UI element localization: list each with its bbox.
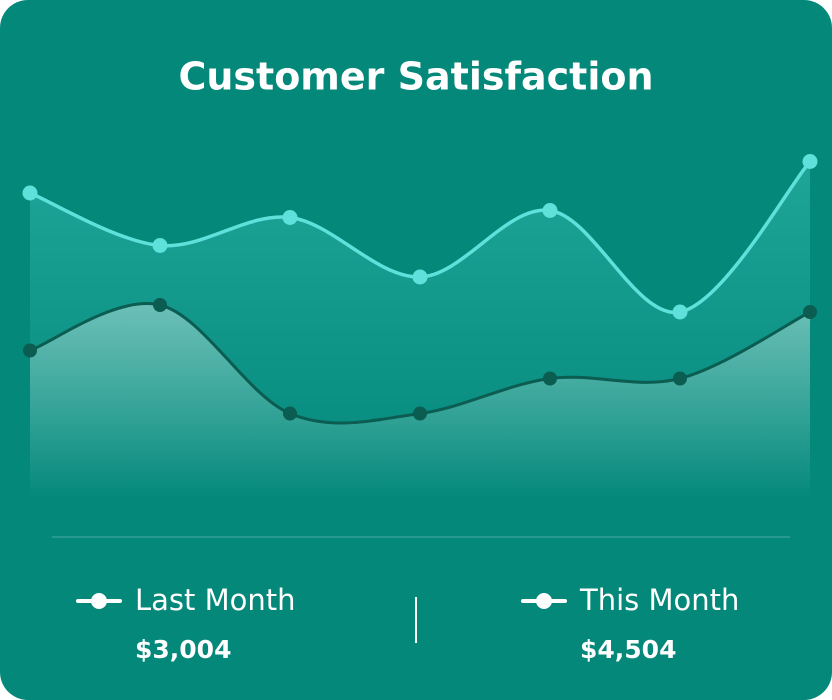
point bbox=[802, 154, 818, 169]
legend-icon-dot bbox=[91, 593, 107, 609]
legend-label: Last Month bbox=[135, 583, 296, 617]
point bbox=[543, 371, 557, 386]
point bbox=[283, 406, 297, 421]
legend-icon-dot bbox=[536, 593, 552, 609]
point bbox=[542, 203, 558, 218]
legend-total: $4,504 bbox=[580, 635, 676, 664]
area bbox=[30, 303, 810, 500]
point bbox=[413, 406, 427, 421]
legend: Last Month $3,004 This Month $4,504 bbox=[76, 583, 739, 664]
point bbox=[803, 305, 817, 319]
point bbox=[23, 343, 37, 358]
point bbox=[22, 185, 38, 201]
point bbox=[152, 238, 168, 253]
legend-label: This Month bbox=[579, 583, 739, 617]
point bbox=[412, 269, 428, 285]
point bbox=[672, 304, 688, 320]
chart-title: Customer Satisfaction bbox=[178, 55, 653, 99]
legend-total: $3,004 bbox=[135, 635, 231, 664]
point bbox=[153, 298, 167, 312]
plot bbox=[22, 154, 818, 500]
point bbox=[282, 210, 298, 225]
point bbox=[673, 371, 687, 386]
